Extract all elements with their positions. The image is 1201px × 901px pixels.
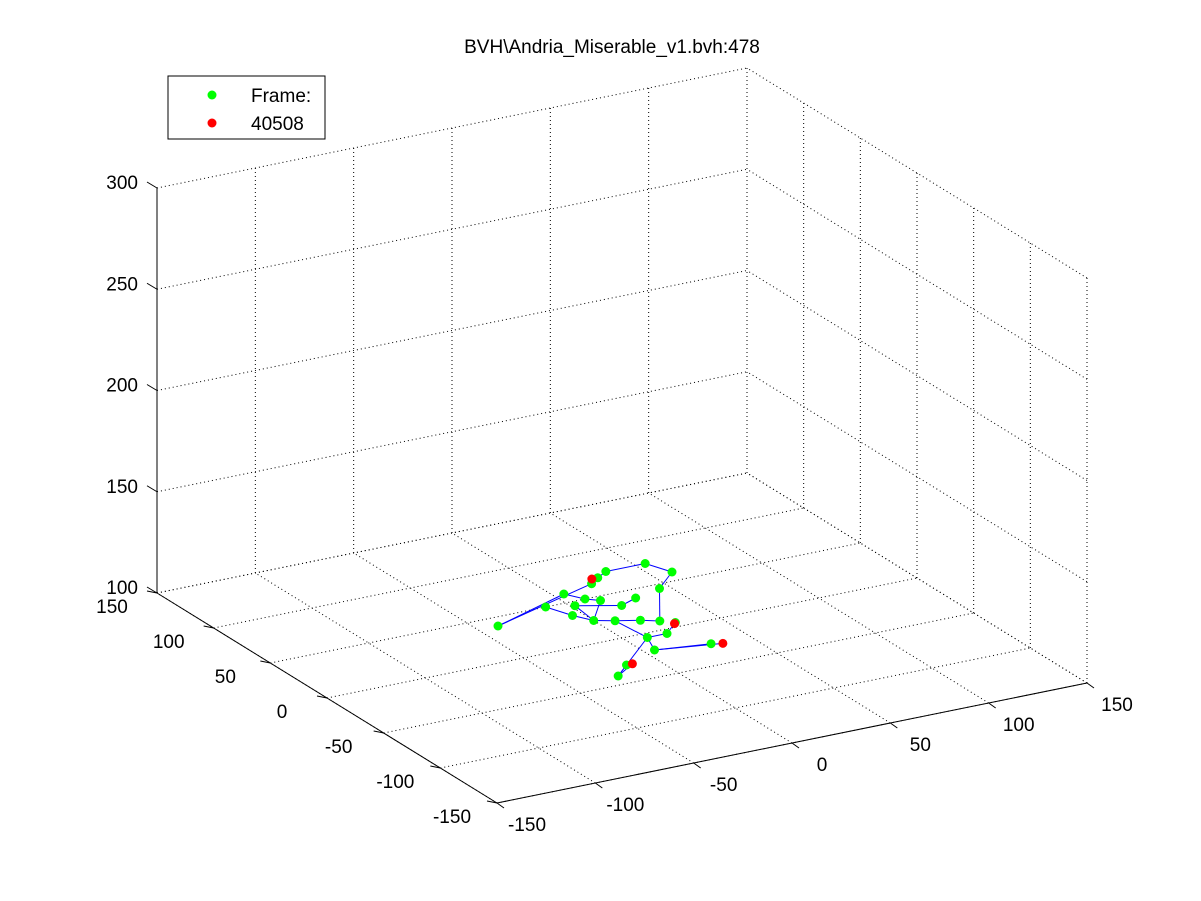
joint-marker [706,639,716,649]
z-tick-label: 100 [106,578,138,599]
joint-marker [493,621,503,631]
grid-line [156,67,748,189]
grid-line [440,647,1031,769]
z-tick [146,181,158,189]
bone-segment [605,563,646,572]
y-tick-label: 0 [277,702,288,723]
axes [146,181,1095,809]
end-site-marker [627,659,637,669]
x-tick-label: 150 [1101,695,1133,716]
bone-segment [614,620,648,638]
end-site-marker [587,574,597,584]
joint-marker [541,602,551,612]
x-tick [693,762,701,769]
x-tick-label: -50 [710,775,737,796]
x-tick [1086,682,1095,689]
grid-line [213,507,804,629]
joint-marker [631,593,641,603]
z-tick-label: 250 [106,274,138,295]
end-site-marker [670,619,679,629]
z-tick [146,485,158,493]
grid-line [156,270,748,391]
joint-marker [642,633,652,642]
y-tick [260,660,271,664]
legend-marker [207,90,217,100]
grid-line [156,472,748,594]
y-tick [203,625,214,629]
grid-line [156,371,748,493]
bone-segment [545,606,573,616]
joint-marker [580,594,590,604]
x-tick-label: -100 [606,795,644,816]
joint-marker [568,611,577,620]
z-tick-label: 200 [106,376,138,397]
tick-labels: -150-100-50050100150-150-100-50050100150… [96,173,1133,836]
joint-marker [650,645,659,655]
x-tick-label: 0 [817,755,828,776]
legend-label: Frame: [251,86,311,107]
joint-marker [589,616,599,625]
joint-marker [635,615,645,625]
x-tick [791,742,800,749]
grid-line [156,168,748,290]
joint-marker [667,567,677,577]
x-tick [496,802,505,809]
z-tick [146,586,158,594]
y-tick-label: 50 [215,667,236,688]
y-tick-label: 100 [153,632,185,653]
joint-marker [617,601,627,610]
joint-marker [655,616,665,626]
y-tick-label: -50 [325,737,352,758]
joint-marker [613,671,623,681]
joint-marker [601,567,611,576]
z-tick-label: 300 [106,173,138,194]
y-tick-label: 150 [96,597,128,618]
legend-label: 40508 [251,114,304,135]
grid-line [326,577,918,699]
joint-marker [596,596,605,605]
y-tick [486,800,498,804]
end-site-marker [718,638,728,648]
z-tick-label: 150 [106,477,138,498]
joint-marker [570,601,580,611]
joint-marker [559,589,569,599]
legend-marker [207,118,217,128]
y-tick-label: -150 [433,807,471,828]
x-tick-label: 100 [1003,715,1035,736]
joint-marker [610,616,620,626]
skeleton-plot [493,559,728,681]
y-tick [373,730,384,734]
legend[interactable]: Frame: 40508 [167,75,326,140]
grid-line [270,542,861,664]
x-tick [890,722,898,729]
bone-segment [645,563,673,573]
z-tick [146,282,158,290]
x-tick [988,702,996,709]
y-tick [316,695,328,699]
joint-marker [662,629,672,638]
y-tick [146,590,158,594]
x-tick-label: -150 [508,815,546,836]
bone-segment [654,643,712,651]
z-tick [146,384,158,391]
joint-marker [655,584,664,593]
x-tick [595,782,603,789]
y-tick-label: -100 [376,772,414,793]
chart-title: BVH\Andria_Miserable_v1.bvh:478 [464,37,760,58]
x-tick-label: 50 [910,735,931,756]
joint-marker [640,559,650,568]
grid-line [383,612,974,734]
y-tick [430,765,441,769]
